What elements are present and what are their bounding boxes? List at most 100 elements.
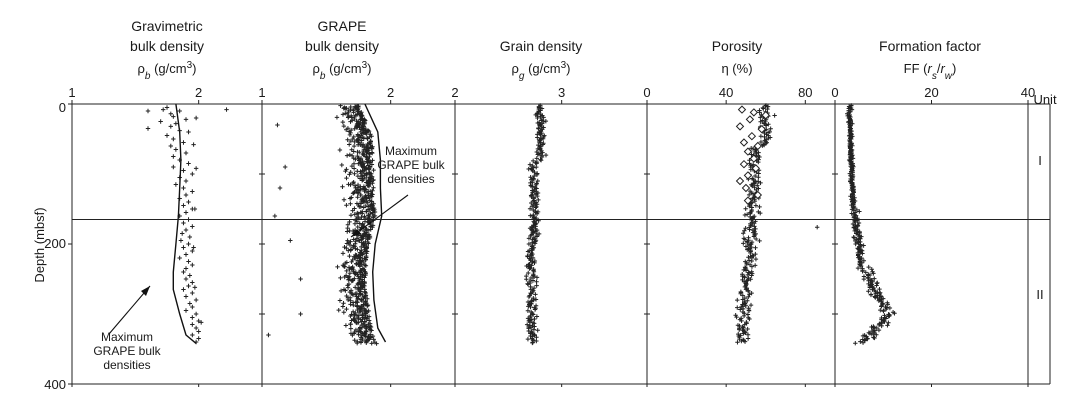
data-point bbox=[534, 211, 540, 216]
data-point bbox=[347, 242, 353, 248]
data-point bbox=[746, 192, 752, 198]
data-point bbox=[530, 190, 535, 195]
data-point bbox=[876, 322, 882, 328]
data-point bbox=[346, 114, 351, 119]
data-point bbox=[187, 234, 192, 240]
data-point bbox=[351, 143, 357, 149]
data-point bbox=[743, 226, 748, 231]
data-point bbox=[734, 314, 739, 320]
data-point bbox=[746, 270, 751, 275]
data-point bbox=[748, 302, 754, 308]
data-point bbox=[348, 138, 354, 144]
data-point bbox=[343, 323, 349, 328]
data-point bbox=[892, 311, 897, 316]
annotation-max-grape-panel2: Maximum bbox=[385, 144, 437, 158]
data-point bbox=[531, 312, 536, 317]
data-point bbox=[361, 136, 367, 141]
data-point bbox=[345, 285, 351, 290]
data-point bbox=[361, 200, 367, 205]
diamond-point bbox=[737, 105, 747, 114]
data-point bbox=[866, 289, 871, 294]
data-point bbox=[530, 180, 535, 185]
data-point bbox=[363, 334, 368, 339]
data-point bbox=[171, 136, 176, 142]
data-point bbox=[853, 210, 858, 215]
data-point bbox=[743, 244, 749, 249]
data-point bbox=[539, 154, 545, 160]
data-point bbox=[524, 322, 530, 327]
data-point bbox=[756, 186, 761, 191]
data-point bbox=[347, 142, 352, 147]
data-point bbox=[885, 302, 891, 307]
data-point bbox=[193, 325, 199, 331]
data-point bbox=[874, 325, 879, 331]
data-point bbox=[340, 251, 346, 256]
data-point bbox=[183, 117, 189, 122]
y-tick-200: 200 bbox=[44, 236, 66, 251]
data-point-outlier bbox=[266, 332, 271, 338]
data-point bbox=[355, 169, 360, 174]
data-point bbox=[192, 285, 198, 290]
data-point bbox=[181, 245, 186, 250]
unit-label-II: II bbox=[1036, 287, 1043, 302]
data-point bbox=[355, 191, 361, 196]
panel-4-points bbox=[733, 103, 820, 345]
data-point bbox=[535, 115, 540, 121]
data-point bbox=[359, 298, 365, 304]
data-point bbox=[533, 297, 539, 302]
data-point bbox=[750, 191, 756, 196]
data-point bbox=[534, 335, 539, 340]
data-point bbox=[196, 318, 201, 324]
data-point bbox=[183, 266, 189, 271]
data-point bbox=[752, 224, 757, 229]
data-point bbox=[870, 287, 875, 292]
data-point bbox=[364, 190, 370, 195]
data-point bbox=[354, 320, 360, 326]
data-point bbox=[339, 162, 345, 168]
data-point bbox=[534, 204, 539, 210]
data-point bbox=[186, 259, 191, 264]
data-point bbox=[528, 175, 533, 180]
data-point bbox=[528, 233, 533, 239]
data-point bbox=[525, 281, 530, 286]
data-point bbox=[526, 236, 532, 241]
data-point bbox=[360, 317, 365, 322]
data-point bbox=[361, 303, 366, 308]
data-point bbox=[530, 278, 536, 283]
panel-title-5: Formation factor bbox=[879, 38, 981, 54]
data-point bbox=[530, 260, 535, 265]
data-point bbox=[337, 147, 343, 153]
data-point bbox=[757, 204, 762, 210]
data-point bbox=[526, 294, 532, 300]
data-point bbox=[758, 119, 763, 124]
data-point bbox=[735, 305, 740, 310]
data-point bbox=[181, 203, 186, 208]
data-point bbox=[756, 159, 761, 165]
diamond-point bbox=[743, 196, 753, 205]
data-point bbox=[181, 220, 186, 226]
data-point bbox=[360, 174, 365, 179]
data-point bbox=[366, 241, 371, 246]
data-point bbox=[869, 332, 875, 337]
data-point bbox=[534, 202, 540, 207]
data-point bbox=[171, 154, 176, 159]
data-point bbox=[861, 276, 867, 282]
data-point bbox=[526, 241, 532, 247]
data-point bbox=[362, 219, 368, 224]
data-point bbox=[752, 185, 757, 190]
data-point bbox=[350, 191, 356, 196]
data-point bbox=[357, 204, 362, 209]
data-point bbox=[530, 248, 535, 253]
data-point bbox=[191, 245, 196, 250]
data-point bbox=[187, 273, 192, 278]
data-point bbox=[168, 111, 173, 116]
data-point bbox=[758, 134, 764, 139]
data-point bbox=[535, 135, 540, 140]
data-point bbox=[765, 104, 771, 109]
data-point bbox=[368, 227, 373, 232]
y-axis-label: Depth (mbsf) bbox=[32, 207, 47, 282]
data-point bbox=[365, 303, 370, 309]
data-point bbox=[874, 332, 879, 337]
data-point bbox=[358, 329, 363, 334]
data-point bbox=[530, 255, 536, 261]
